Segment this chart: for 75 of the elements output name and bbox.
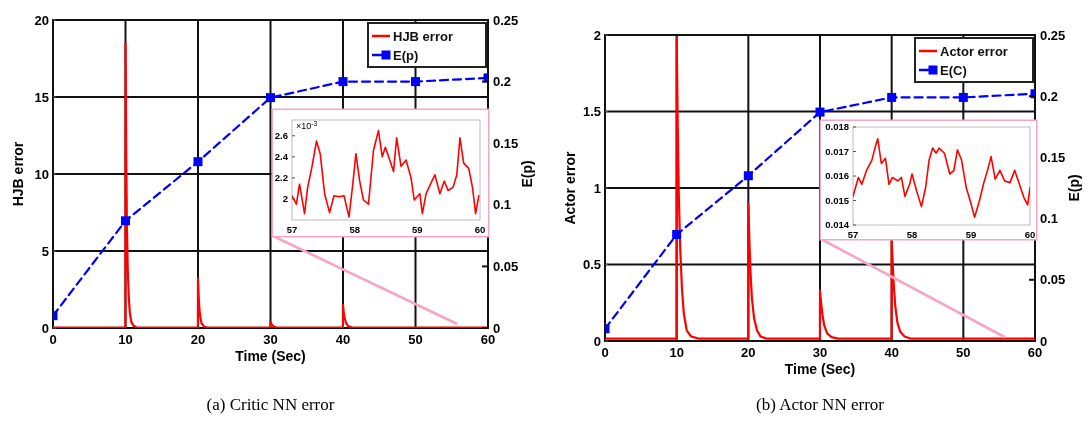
y-tick-label: 10: [34, 166, 49, 182]
x-tick-label: 59: [412, 223, 423, 235]
x-tick-label: 30: [263, 332, 278, 347]
x-tick-label: 58: [906, 228, 918, 240]
y-tick-label: 0.018: [825, 121, 849, 133]
x-tick-label: 57: [286, 223, 298, 235]
y-tick-label: 2: [593, 27, 601, 43]
y-tick-label: 20: [34, 12, 49, 28]
point: [815, 107, 825, 117]
y2-tick-label: 0.25: [1040, 27, 1066, 43]
point: [338, 77, 348, 87]
y-tick-label: 2.6: [274, 130, 288, 142]
y2-tick-label: 0.15: [1040, 149, 1066, 165]
y-axis-title: Actor error: [562, 150, 578, 225]
point: [958, 92, 968, 102]
x-tick-label: 60: [1024, 228, 1036, 240]
line-series: [605, 36, 1035, 340]
x-tick-label: 40: [335, 332, 351, 347]
y-tick-label: 5: [41, 243, 49, 259]
y-tick-label: 1.5: [582, 104, 601, 120]
legend-label: Actor error: [940, 44, 1008, 59]
y2-tick-label: 0.05: [493, 258, 519, 274]
point: [266, 93, 275, 103]
x-tick-label: 10: [669, 345, 684, 360]
y-tick-label: 0.015: [825, 194, 850, 206]
y-tick-label: 0.017: [825, 145, 849, 157]
x-tick-label: 20: [741, 345, 756, 360]
y-tick-label: 15: [34, 89, 49, 105]
annotation: ×10$^{-3}$: [296, 119, 318, 131]
y-tick-label: 2.4: [274, 151, 289, 163]
y2-tick-label: 0.2: [493, 74, 512, 90]
x-tick-label: 60: [480, 332, 496, 347]
x-tick-label: 10: [118, 332, 133, 347]
x-tick-label: 30: [812, 345, 828, 360]
y-tick-label: 0.014: [825, 219, 850, 231]
x-tick-label: 59: [965, 228, 977, 240]
x-tick-label: 60: [474, 223, 486, 235]
x-tick-label: 58: [349, 223, 360, 235]
point: [887, 92, 897, 102]
y2-tick-label: 0.25: [493, 12, 519, 28]
y-tick-label: 0.016: [825, 170, 849, 182]
legend-label: E(C): [940, 63, 967, 78]
y2-tick-label: 0.1: [493, 197, 512, 213]
point: [672, 230, 682, 240]
y2-axis-title: E(p): [1066, 174, 1082, 202]
point: [193, 157, 203, 167]
y-tick-label: 0.5: [582, 257, 601, 273]
legend-label: HJB error: [393, 29, 453, 44]
y2-tick-label: 0.2: [1040, 88, 1059, 104]
x-axis-title: Time (Sec): [784, 361, 856, 377]
x-axis-title: Time (Sec): [235, 348, 306, 364]
x-tick-label: 50: [956, 345, 971, 360]
legend-label: E(p): [393, 48, 419, 63]
point: [121, 216, 130, 226]
y-axis-title: HJB error: [10, 141, 26, 207]
y-tick-label: 2.2: [274, 172, 288, 184]
point: [411, 77, 420, 87]
line-series: [853, 137, 1030, 218]
y2-tick-label: 0.1: [1040, 211, 1059, 227]
text: (a) Critic NN error: [206, 395, 335, 414]
y2-tick-label: 0.15: [493, 135, 519, 151]
point: [743, 171, 753, 181]
y2-tick-label: 0: [493, 320, 501, 336]
text: (b) Actor NN error: [756, 395, 885, 414]
line-series: [292, 129, 480, 218]
y-tick-label: 0: [41, 320, 49, 336]
y2-tick-label: 0.05: [1040, 272, 1066, 288]
y-tick-label: 2: [282, 193, 288, 205]
y2-axis-title: E(p): [519, 160, 535, 188]
x-tick-label: 50: [408, 332, 423, 347]
y-tick-label: 1: [593, 180, 601, 196]
x-tick-label: 60: [1027, 345, 1043, 360]
x-tick-label: 20: [190, 332, 206, 347]
x-tick-label: 57: [847, 228, 859, 240]
x-tick-label: 40: [884, 345, 899, 360]
